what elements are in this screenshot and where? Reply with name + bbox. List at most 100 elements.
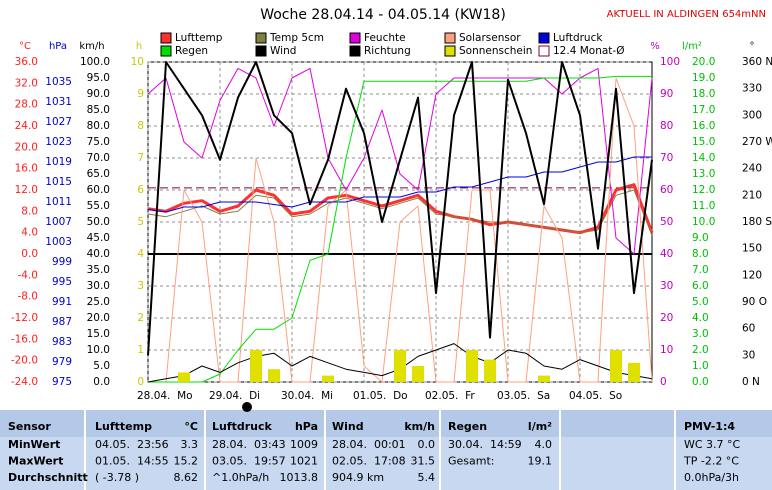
- y-tick-label: 5.0: [692, 296, 709, 308]
- table-cell: MaxWert: [8, 455, 63, 468]
- y-tick-label: 180 S: [742, 216, 772, 228]
- y-tick-label: 75.0: [87, 136, 110, 148]
- series-line: [148, 77, 653, 383]
- y-tick-label: 995: [52, 276, 72, 288]
- y-tick-label: 9.0: [692, 232, 709, 244]
- y-tick-label: 70: [660, 152, 673, 164]
- legend-swatch: [349, 32, 361, 44]
- legend-swatch: [349, 45, 361, 57]
- sunshine-bar: [268, 369, 280, 382]
- axis-unit: km/h: [79, 41, 104, 52]
- table-cell: 3.3: [181, 438, 199, 451]
- y-tick-label: 983: [52, 336, 72, 348]
- table-header: Sensor: [8, 420, 51, 433]
- table-cell: 1021: [290, 455, 318, 468]
- y-tick-label: 1015: [45, 176, 72, 188]
- y-tick-label: 36.0: [15, 56, 38, 68]
- x-tick-label: 29.04. Di: [209, 390, 260, 402]
- table-cell: 4.0: [535, 438, 553, 451]
- table-header: hPa: [295, 420, 318, 433]
- y-tick-label: 0: [660, 376, 667, 388]
- table-cell: 1009: [290, 438, 318, 451]
- y-tick-label: 45.0: [87, 232, 110, 244]
- y-tick-label: 330: [742, 83, 762, 95]
- table-cell: 0.0hPa/3h: [684, 471, 739, 484]
- table-cell: WC 3.7 °C: [684, 438, 741, 451]
- table-header: km/h: [404, 420, 435, 433]
- sunshine-bar: [538, 375, 550, 382]
- y-tick-label: 240: [742, 163, 762, 175]
- legend-label: Sonnenschein: [459, 45, 532, 57]
- y-tick-label: -20.0: [11, 355, 38, 367]
- table-cell: 904.9 km: [332, 471, 384, 484]
- y-tick-label: 1011: [45, 196, 72, 208]
- series-line: [147, 67, 653, 255]
- axis-unit: l/m²: [682, 41, 702, 52]
- legend-swatch: [444, 32, 456, 44]
- sunshine-bar: [322, 375, 334, 382]
- table-header: Lufttemp: [95, 420, 152, 433]
- y-tick-label: 300: [742, 109, 762, 121]
- y-tick-label: 1: [137, 344, 144, 356]
- y-tick-label: 10: [660, 344, 673, 356]
- series-line: [147, 156, 652, 213]
- x-tick-label: 01.05. Do: [353, 390, 408, 402]
- y-tick-label: 90 O: [742, 296, 767, 308]
- y-tick-label: 15.0: [692, 136, 715, 148]
- y-tick-label: 360 N: [742, 56, 772, 68]
- y-tick-label: 85.0: [87, 104, 110, 116]
- y-tick-label: 30: [660, 280, 673, 292]
- y-tick-label: 24.0: [15, 120, 38, 132]
- y-tick-label: 17.0: [692, 104, 715, 116]
- y-tick-label: 12.0: [15, 184, 38, 196]
- y-tick-label: -16.0: [11, 333, 38, 345]
- legend-label: Regen: [175, 45, 208, 57]
- y-tick-label: 8: [137, 120, 144, 132]
- y-tick-label: 987: [52, 316, 72, 328]
- y-tick-label: 6: [137, 184, 144, 196]
- x-tick-label: 03.05. Sa: [497, 390, 550, 402]
- table-cell: 0.0: [418, 438, 436, 451]
- legend-swatch: [538, 45, 550, 57]
- y-tick-label: 40: [660, 248, 673, 260]
- y-tick-label: 4: [137, 248, 144, 260]
- table-cell: ( -3.78 ): [95, 471, 139, 484]
- y-tick-label: 120: [742, 269, 762, 281]
- y-tick-label: 0.0: [692, 376, 709, 388]
- y-tick-label: 0 N: [742, 376, 760, 388]
- legend-label: Wind: [270, 45, 296, 57]
- y-tick-label: 6.0: [692, 280, 709, 292]
- y-tick-label: 210: [742, 189, 762, 201]
- sunshine-bar: [412, 366, 424, 382]
- y-tick-label: 10: [131, 56, 144, 68]
- y-tick-label: 1027: [45, 116, 72, 128]
- legend-label: Luftdruck: [553, 32, 603, 44]
- x-tick-label: 02.05. Fr: [425, 390, 475, 402]
- y-tick-label: 999: [52, 256, 72, 268]
- table-cell: 5.4: [418, 471, 436, 484]
- table-dividers: [84, 410, 676, 490]
- x-tick-label: 28.04. Mo: [137, 390, 193, 402]
- table-cell: Gesamt:: [448, 455, 495, 468]
- y-tick-label: 11.0: [692, 200, 715, 212]
- y-tick-label: 12.0: [692, 184, 715, 196]
- y-tick-label: 15.0: [87, 328, 110, 340]
- table-cell: ^1.0hPa/h: [212, 471, 269, 484]
- table-cell: MinWert: [8, 438, 60, 451]
- table-header: Wind: [332, 420, 364, 433]
- y-tick-label: 1023: [45, 136, 72, 148]
- y-tick-label: 60: [742, 323, 755, 335]
- y-tick-label: 0.0: [21, 248, 38, 260]
- table-cell: TP -2.2 °C: [683, 455, 739, 468]
- table-cell: 02.05. 17:08: [332, 455, 406, 468]
- legend-swatch: [160, 32, 172, 44]
- y-tick-label: 5: [137, 216, 144, 228]
- sunshine-bar: [610, 350, 622, 382]
- y-tick-label: 35.0: [87, 264, 110, 276]
- table-cell: 03.05. 19:57: [212, 455, 286, 468]
- sunshine-bar: [628, 362, 640, 382]
- sunshine-bar: [178, 372, 190, 382]
- y-tick-label: 0: [137, 376, 144, 388]
- table-cell: Durchschnitt: [8, 471, 88, 484]
- y-tick-label: 975: [52, 376, 72, 388]
